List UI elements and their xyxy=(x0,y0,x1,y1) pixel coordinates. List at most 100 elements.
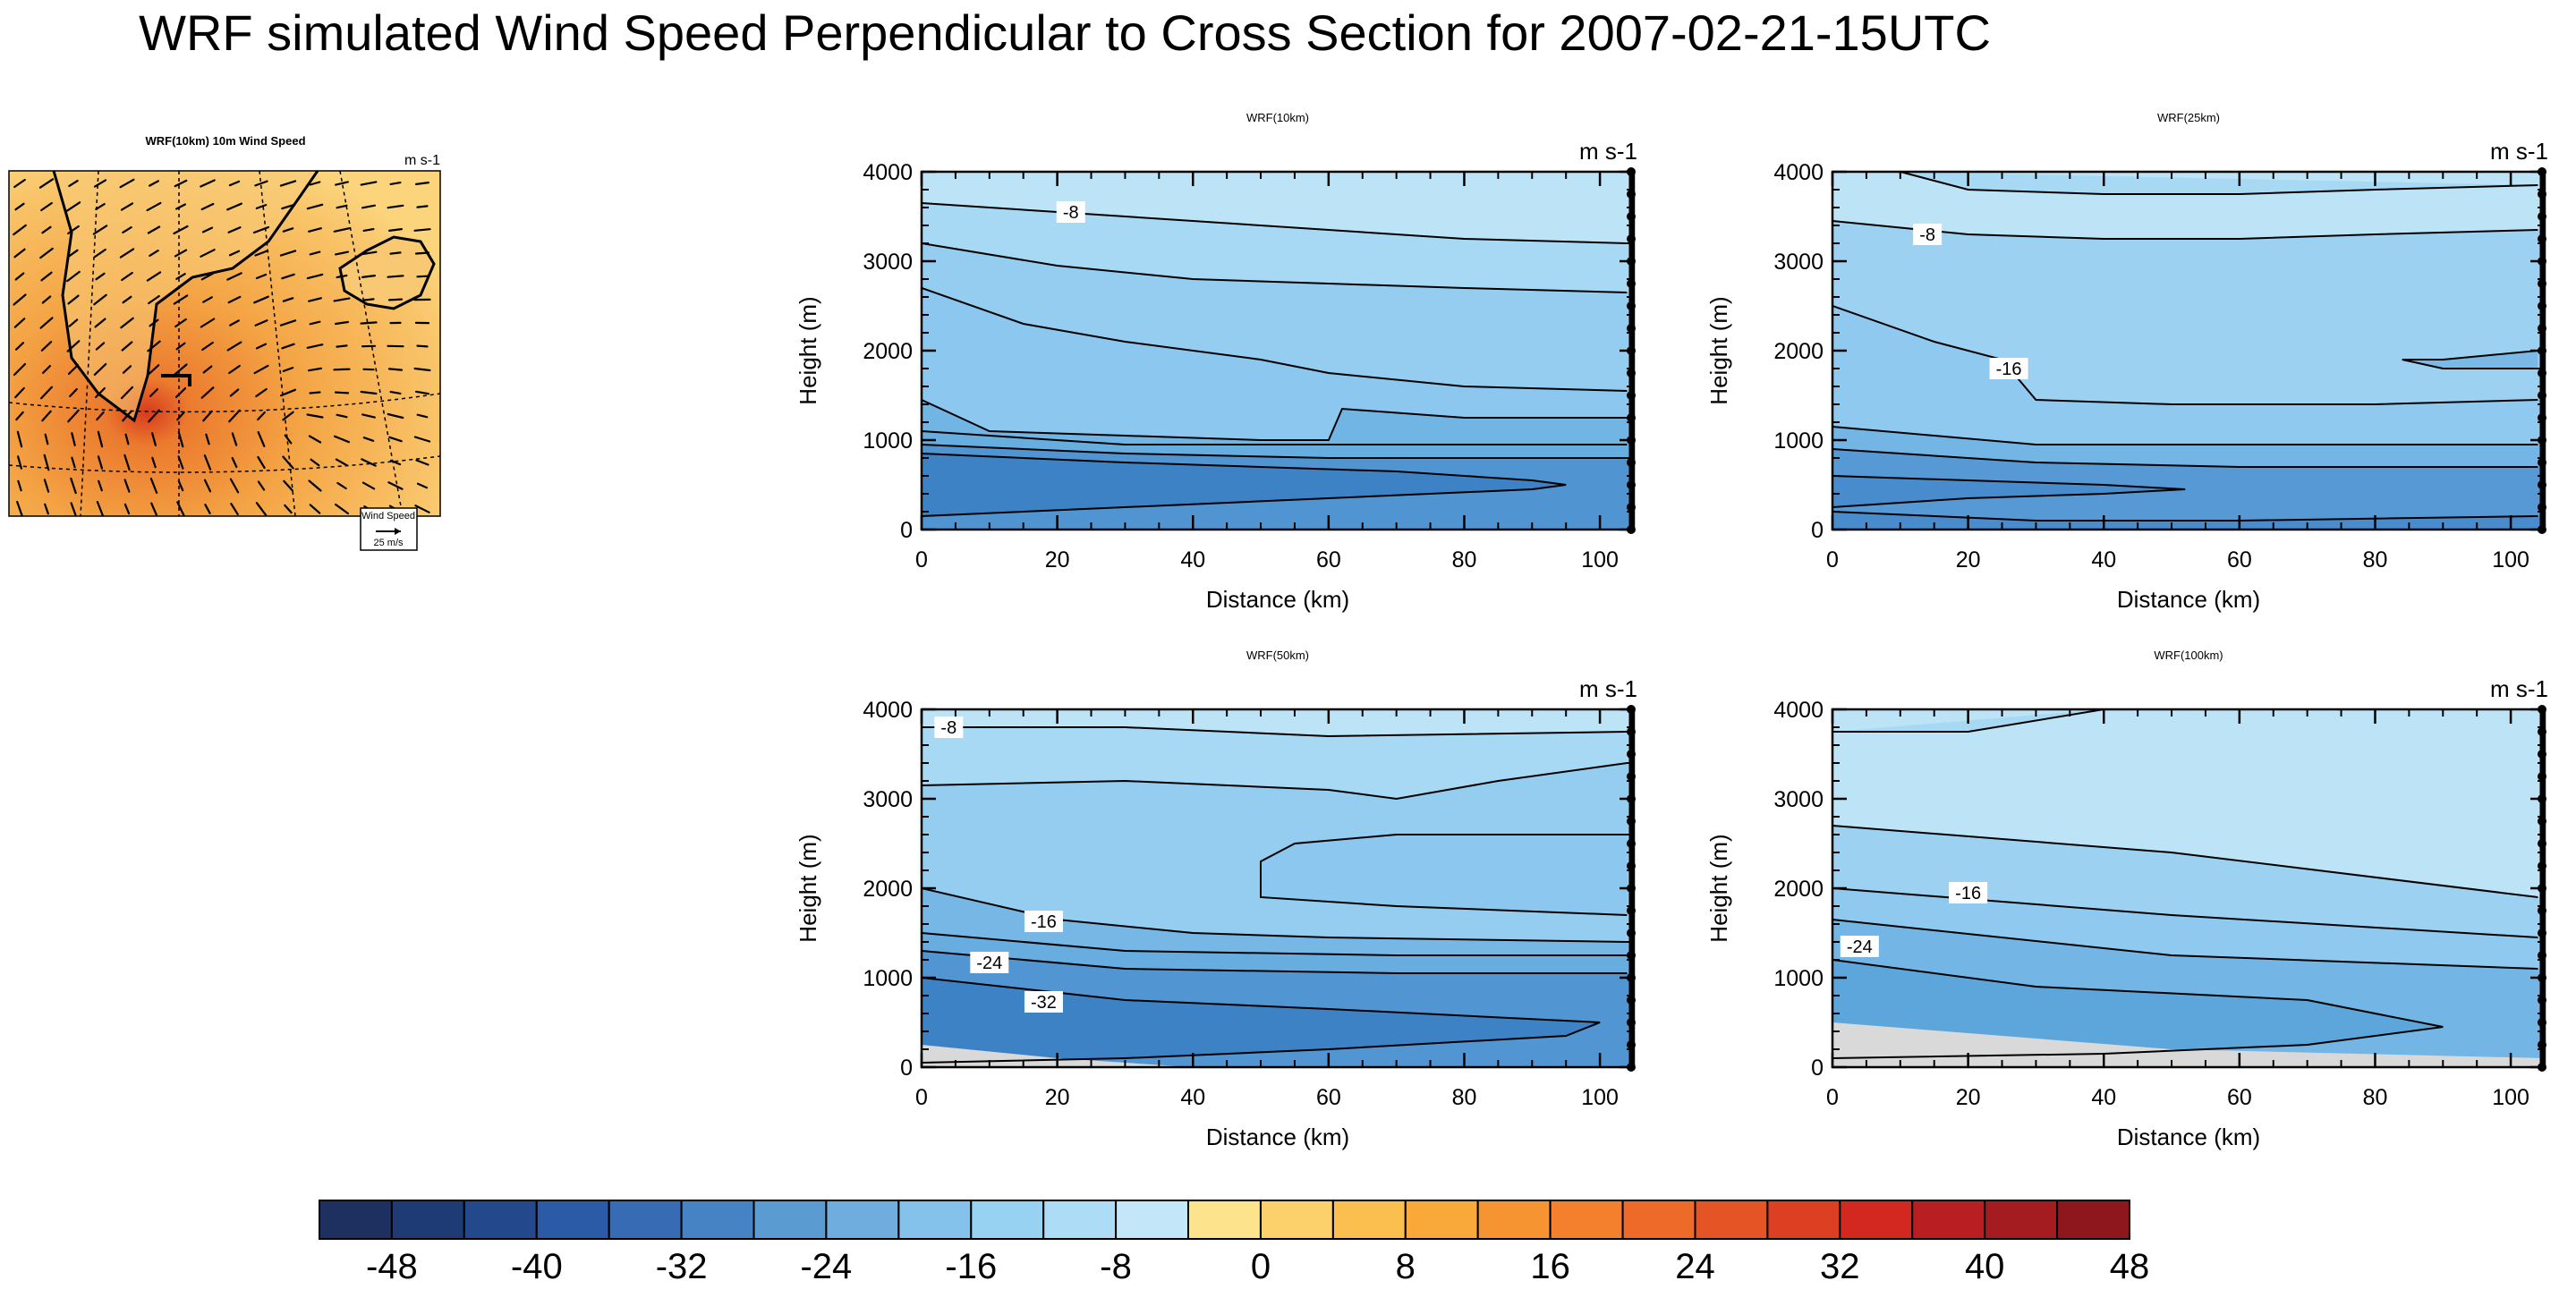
y-tick-label: 3000 xyxy=(1773,787,1824,812)
wind-vector-93 xyxy=(362,298,375,301)
contour-line-3 xyxy=(922,399,1628,441)
wind-vector-46 xyxy=(388,228,403,232)
wind-vector-65 xyxy=(40,271,53,282)
wind-vector-17 xyxy=(40,201,53,212)
wind-vector-5 xyxy=(149,180,159,187)
wind-vector-200 xyxy=(231,456,238,469)
wind-vector-158 xyxy=(389,391,402,394)
colorbar-swatch-22 xyxy=(1911,1200,1986,1240)
y-tick-label: 4000 xyxy=(1773,160,1824,185)
wind-vector-195 xyxy=(97,455,104,470)
wind-vector-19 xyxy=(95,203,106,210)
wind-vector-42 xyxy=(282,227,294,233)
y-tick-label: 4000 xyxy=(863,160,913,185)
y-tick-label: 0 xyxy=(1811,518,1824,543)
x-tick-label: 0 xyxy=(915,1085,928,1110)
fill-band-2 xyxy=(1261,835,1628,915)
vector-legend-value: 25 m/s xyxy=(373,538,404,548)
wind-vector-38 xyxy=(173,225,189,235)
wind-vector-18 xyxy=(65,201,81,212)
plot-area xyxy=(1832,709,2545,1067)
wind-vector-184 xyxy=(231,432,238,446)
wind-vector-147 xyxy=(94,386,106,399)
contour-label-0: -8 xyxy=(940,718,956,738)
wind-vector-12 xyxy=(335,181,349,186)
wind-vector-232 xyxy=(230,502,239,516)
wind-vector-122 xyxy=(281,343,295,350)
colorbar-swatch-21 xyxy=(1839,1200,1914,1240)
fill-band-4 xyxy=(1832,960,2444,1058)
colorbar-label-5: -8 xyxy=(1100,1247,1132,1286)
wind-vector-20 xyxy=(120,202,134,211)
contour-label-1: -16 xyxy=(1996,360,2022,379)
wind-vector-138 xyxy=(282,367,294,372)
map-vector-legend: Wind Speed 25 m/s xyxy=(360,507,418,551)
wind-vector-33 xyxy=(41,225,52,234)
wind-vector-159 xyxy=(415,390,429,395)
wind-vector-56 xyxy=(228,250,241,257)
wind-vector-166 xyxy=(176,411,185,421)
wind-vector-187 xyxy=(308,435,322,444)
wind-vector-162 xyxy=(67,409,80,423)
wind-vector-139 xyxy=(308,367,322,372)
contour-line-0 xyxy=(1900,172,2538,195)
wind-vector-172 xyxy=(336,413,348,419)
wind-vector-178 xyxy=(71,432,76,446)
wind-vector-69 xyxy=(146,271,162,282)
wind-vector-66 xyxy=(66,270,81,283)
wind-vector-45 xyxy=(362,228,375,232)
x-axis-label: Distance (km) xyxy=(1206,1124,1349,1150)
wind-vector-107 xyxy=(309,320,321,326)
wind-vector-36 xyxy=(122,226,132,233)
contour-label-box-0 xyxy=(1949,882,1988,903)
wind-vector-202 xyxy=(282,455,294,470)
wind-vector-119 xyxy=(201,341,214,352)
contour-line-7 xyxy=(1832,511,2538,522)
wind-vector-50 xyxy=(68,249,79,258)
x-tick-label: 80 xyxy=(2363,547,2388,572)
wind-vector-218 xyxy=(283,479,293,492)
wind-vector-131 xyxy=(93,363,107,376)
contour-line-3 xyxy=(1832,919,2538,970)
fill-band-6 xyxy=(922,978,1601,1063)
wind-vector-85 xyxy=(148,294,160,305)
wind-vector-31 xyxy=(416,205,429,208)
y-axis-label: Height (m) xyxy=(1705,296,1732,404)
map-land xyxy=(54,171,318,420)
wind-vector-26 xyxy=(281,203,295,210)
wind-vector-193 xyxy=(43,454,50,471)
colorbar-swatch-5 xyxy=(680,1200,755,1240)
wind-vector-225 xyxy=(44,503,49,515)
wind-vector-83 xyxy=(93,293,107,306)
fill-band-6 xyxy=(1832,476,2186,507)
contour-label-box-1 xyxy=(1024,911,1063,932)
colorbar-swatch-12 xyxy=(1187,1200,1262,1240)
contour-label-3: -32 xyxy=(1031,993,1057,1013)
contour-line-2 xyxy=(922,287,1628,392)
wind-vector-203 xyxy=(310,458,320,467)
wind-vector-100 xyxy=(120,317,134,329)
wind-vector-127 xyxy=(416,344,429,348)
wind-vector-179 xyxy=(97,430,104,448)
wind-vector-68 xyxy=(121,271,133,282)
y-axis-label: Height (m) xyxy=(795,834,821,942)
x-tick-label: 40 xyxy=(2091,1085,2116,1110)
wind-vector-82 xyxy=(67,294,80,305)
colorbar-label-8: 16 xyxy=(1530,1247,1570,1286)
y-axis-label: Height (m) xyxy=(795,296,821,404)
contour-line-6 xyxy=(1832,475,2186,508)
wind-vector-194 xyxy=(71,456,76,469)
wind-vector-71 xyxy=(200,272,215,281)
wind-vector-37 xyxy=(147,225,161,234)
x-tick-label: 20 xyxy=(1045,1085,1070,1110)
wind-vector-11 xyxy=(309,181,321,186)
wind-vector-59 xyxy=(309,250,321,256)
wind-vector-161 xyxy=(41,410,52,422)
wind-vector-103 xyxy=(200,318,216,328)
wind-vector-29 xyxy=(361,204,376,209)
x-tick-label: 60 xyxy=(2227,547,2252,572)
contour-label-2: -24 xyxy=(976,954,1002,973)
wind-vector-104 xyxy=(229,319,240,326)
y-tick-label: 2000 xyxy=(863,877,913,902)
y-tick-label: 0 xyxy=(1811,1056,1824,1081)
